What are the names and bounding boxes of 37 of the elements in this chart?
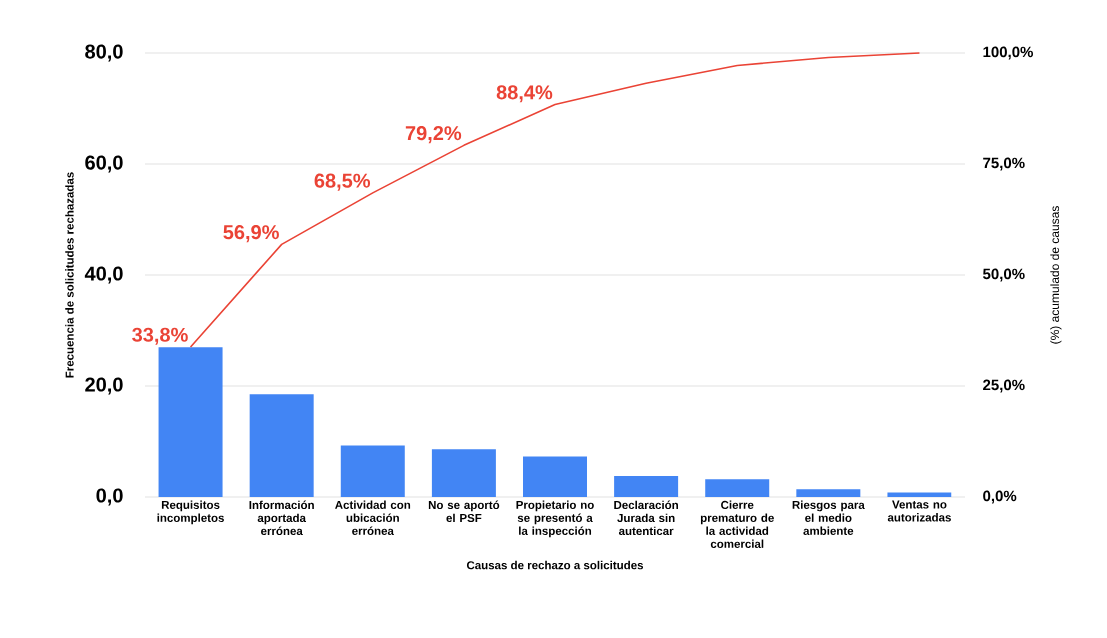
y-tick-label: 80,0 bbox=[85, 44, 123, 62]
data-label: 79,2% bbox=[405, 126, 462, 144]
y-tick-label: 0,0 bbox=[96, 488, 123, 506]
bar bbox=[705, 479, 770, 497]
line-series bbox=[189, 52, 921, 348]
x-tick-label: Declaración Jurada sin autenticar bbox=[614, 500, 678, 536]
y2-tick-label: 75,0% bbox=[983, 157, 1025, 171]
y-tick-label: 40,0 bbox=[84, 266, 123, 284]
bar bbox=[887, 492, 952, 497]
x-tick-label: Propietario no se presentó a la inspección bbox=[516, 500, 594, 538]
bar bbox=[340, 445, 405, 497]
data-label: 68,5% bbox=[314, 173, 371, 191]
x-tick-label: Riesgos para el medio ambiente bbox=[792, 500, 865, 535]
bar bbox=[614, 475, 679, 497]
y2-axis-title: (%) acumulado de causas bbox=[1050, 206, 1062, 344]
data-label: 56,9% bbox=[223, 225, 279, 243]
x-axis-title: Causas de rechazo a solicitudes bbox=[466, 560, 644, 570]
y2-tick-label: 25,0% bbox=[983, 379, 1025, 393]
data-label: 33,8% bbox=[132, 327, 188, 345]
y2-tick-label: 50,0% bbox=[982, 268, 1025, 282]
y-axis-title: Frecuencia de solicitudes rechazadas bbox=[65, 172, 74, 378]
data-label: 88,4% bbox=[496, 85, 553, 103]
x-tick-label: Actividad con ubicación errónea bbox=[335, 500, 411, 535]
y2-tick-label: 0,0% bbox=[983, 490, 1017, 504]
x-tick-label: Cierre prematuro de la actividad comercial bbox=[700, 500, 774, 548]
x-tick-label: Información aportada errónea bbox=[249, 500, 314, 536]
bar bbox=[431, 449, 496, 497]
x-tick-label: No se aportó el PSF bbox=[428, 500, 500, 523]
bar bbox=[158, 347, 223, 497]
bar bbox=[796, 489, 861, 497]
y-tick-label: 20,0 bbox=[85, 377, 123, 395]
y2-tick-label: 100,0% bbox=[983, 46, 1034, 60]
bar bbox=[249, 394, 314, 497]
bar bbox=[523, 456, 587, 497]
x-tick-label: Ventas no autorizadas bbox=[887, 500, 951, 522]
x-tick-label: Requisitos incompletos bbox=[157, 500, 224, 525]
y-tick-label: 60,0 bbox=[85, 155, 123, 173]
